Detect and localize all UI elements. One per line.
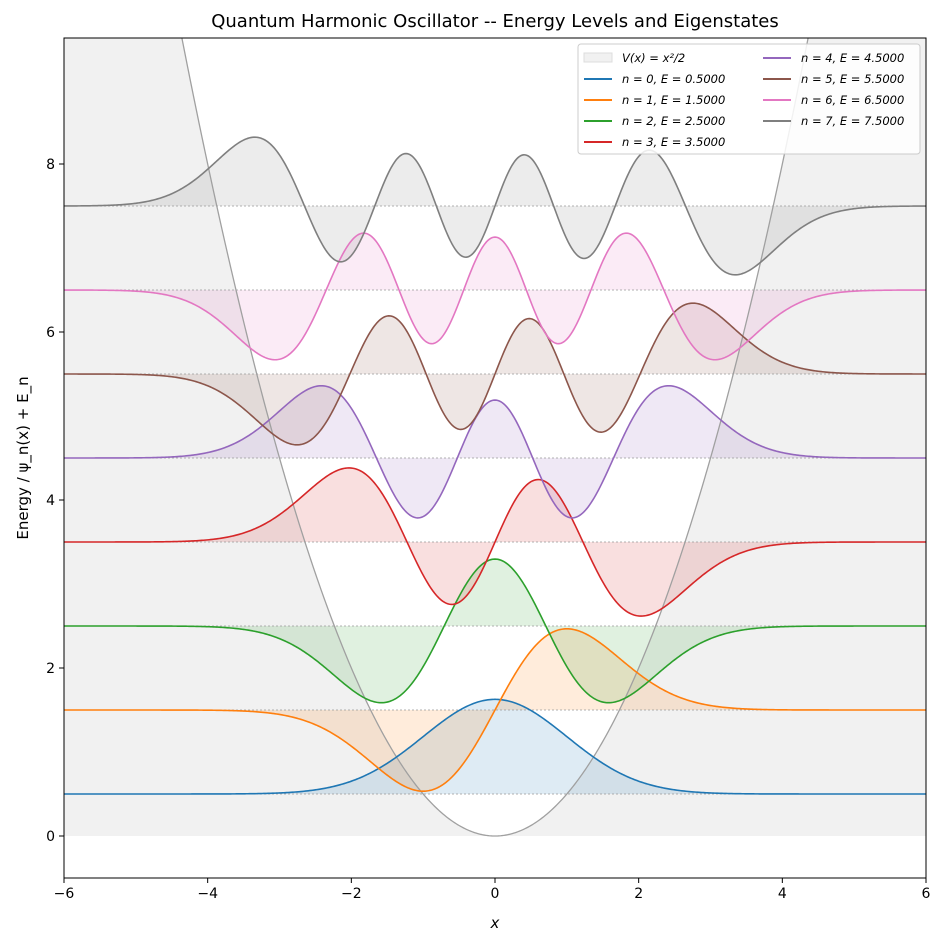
wavefunction-n7 — [64, 136, 926, 276]
legend-potential-patch — [583, 52, 613, 63]
x-tick-label: 6 — [922, 886, 931, 902]
fill-n2 — [64, 559, 926, 703]
x-tick-label: 0 — [491, 886, 500, 902]
x-axis-label: x — [490, 914, 500, 932]
x-tick-label: −4 — [197, 886, 218, 902]
legend-label: n = 6, E = 6.5000 — [801, 93, 904, 107]
y-axis-label: Energy / ψ_n(x) + E_n — [14, 376, 33, 539]
legend-label: n = 1, E = 1.5000 — [622, 93, 725, 107]
legend-box — [577, 43, 921, 155]
y-tick-label: 4 — [46, 493, 55, 509]
wavefunction-n0 — [64, 698, 926, 795]
legend-label: n = 2, E = 2.5000 — [622, 114, 725, 128]
y-tick-label: 6 — [46, 325, 55, 341]
wavefunction-n6 — [64, 232, 926, 361]
y-tick-label: 0 — [46, 829, 55, 845]
x-tick-label: 2 — [634, 886, 643, 902]
legend-label: n = 0, E = 0.5000 — [622, 72, 725, 86]
plot-area — [64, 38, 926, 837]
x-tick-label: −6 — [54, 886, 75, 902]
potential-curve — [181, 38, 809, 837]
legend-label: V(x) = x²/2 — [622, 51, 685, 65]
legend-label: n = 3, E = 3.5000 — [622, 135, 725, 149]
fill-n4 — [64, 385, 926, 518]
wavefunction-n4 — [64, 384, 926, 519]
x-tick-label: −2 — [341, 886, 362, 902]
chart-title: Quantum Harmonic Oscillator -- Energy Le… — [211, 11, 779, 32]
legend: V(x) = x²/2 n = 0, E = 0.5000 n = 1, E = 1… — [577, 43, 921, 155]
axes: −6 −4 −2 0 2 4 6 0 2 4 6 8 — [46, 37, 931, 902]
plot-content — [64, 38, 926, 837]
x-tick-label: 4 — [778, 886, 787, 902]
y-tick-label: 2 — [46, 661, 55, 677]
legend-label: n = 7, E = 7.5000 — [801, 114, 904, 128]
legend-label: n = 5, E = 5.5000 — [801, 72, 904, 86]
wavefunction-n3 — [64, 467, 926, 617]
legend-label: n = 4, E = 4.5000 — [801, 51, 904, 65]
fill-n0 — [64, 699, 926, 794]
fill-n6 — [64, 233, 926, 360]
wavefunction-n5 — [64, 302, 926, 446]
wavefunction-n2 — [64, 558, 926, 704]
y-tick-label: 8 — [46, 157, 55, 173]
potential-fill — [64, 38, 926, 836]
wavefunction-n1 — [64, 628, 926, 792]
